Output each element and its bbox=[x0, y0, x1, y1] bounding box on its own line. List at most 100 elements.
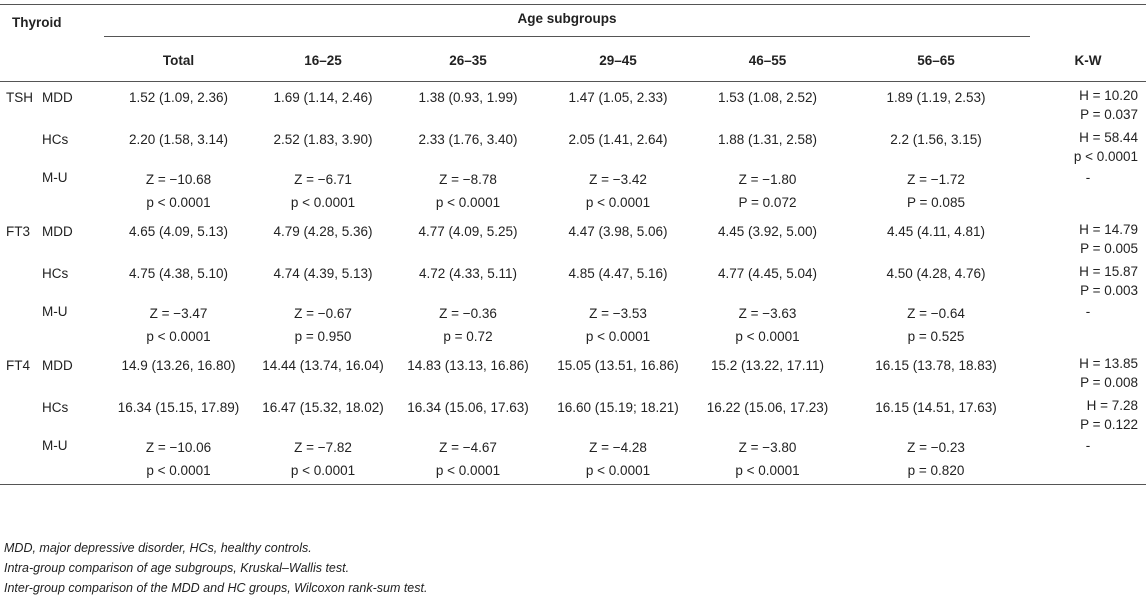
mu-cell: Z = −3.80 p < 0.0001 bbox=[693, 436, 842, 485]
mu-z: Z = −4.28 bbox=[589, 440, 647, 455]
mu-p: P = 0.085 bbox=[907, 195, 965, 210]
data-cell: 4.72 (4.33, 5.11) bbox=[418, 266, 518, 281]
kw-h: H = 10.20 bbox=[1079, 88, 1139, 103]
col-header: 29–45 bbox=[543, 39, 693, 82]
kw-h: H = 13.85 bbox=[1079, 356, 1139, 371]
kw-cell: H = 10.20 P = 0.037 bbox=[1030, 82, 1146, 125]
mu-p: p < 0.0001 bbox=[585, 195, 651, 210]
data-cell: 4.85 (4.47, 5.16) bbox=[568, 266, 668, 281]
mu-p: p < 0.0001 bbox=[290, 463, 356, 478]
group-label: M-U bbox=[42, 170, 68, 185]
data-cell: 2.05 (1.41, 2.64) bbox=[568, 132, 668, 147]
data-cell: 14.83 (13.13, 16.86) bbox=[407, 358, 529, 373]
data-cell: 16.22 (15.06, 17.23) bbox=[706, 400, 829, 415]
mu-z: Z = −4.67 bbox=[439, 440, 497, 455]
hormone-spacer bbox=[0, 124, 42, 168]
data-cell: 15.2 (13.22, 17.11) bbox=[710, 358, 825, 373]
table-row: FT4 MDD 14.9 (13.26, 16.80) 14.44 (13.74, 1… bbox=[0, 350, 1146, 392]
hormone-spacer bbox=[0, 168, 42, 216]
mu-cell: Z = −3.53 p < 0.0001 bbox=[543, 302, 693, 350]
mu-p: p = 0.525 bbox=[907, 329, 965, 344]
data-cell: 4.75 (4.38, 5.10) bbox=[128, 266, 229, 281]
data-cell: 4.77 (4.45, 5.04) bbox=[717, 266, 818, 281]
hormone-label: FT3 bbox=[6, 224, 31, 239]
mu-p: p < 0.0001 bbox=[435, 195, 501, 210]
group-label: HCs bbox=[42, 266, 69, 281]
kw-h: H = 58.44 bbox=[1079, 130, 1139, 145]
mu-z: Z = −7.82 bbox=[294, 440, 352, 455]
mu-cell: Z = −3.42 p < 0.0001 bbox=[543, 168, 693, 216]
group-label: M-U bbox=[42, 304, 68, 319]
kw-p: P = 0.005 bbox=[1080, 241, 1139, 256]
data-cell: 1.38 (0.93, 1.99) bbox=[418, 90, 518, 105]
data-cell: 4.45 (3.92, 5.00) bbox=[717, 224, 818, 239]
mu-z: Z = −3.42 bbox=[589, 172, 647, 187]
kw-cell: H = 7.28 P = 0.122 bbox=[1030, 392, 1146, 436]
mu-p: p < 0.0001 bbox=[435, 463, 501, 478]
kw-h: H = 15.87 bbox=[1079, 264, 1139, 279]
col-header: 16–25 bbox=[253, 39, 393, 82]
mu-z: Z = −3.47 bbox=[149, 306, 208, 321]
mu-z: Z = −1.72 bbox=[907, 172, 965, 187]
group-label: MDD bbox=[42, 358, 73, 373]
data-cell: 2.2 (1.56, 3.15) bbox=[890, 132, 982, 147]
data-cell: 16.15 (13.78, 18.83) bbox=[875, 358, 997, 373]
data-cell: 1.88 (1.31, 2.58) bbox=[717, 132, 818, 147]
kw-h: H = 14.79 bbox=[1079, 222, 1139, 237]
data-cell: 15.05 (13.51, 16.86) bbox=[557, 358, 679, 373]
mu-cell: Z = −3.63 p < 0.0001 bbox=[693, 302, 842, 350]
mu-cell: Z = −1.72 P = 0.085 bbox=[842, 168, 1030, 216]
data-cell: 4.79 (4.28, 5.36) bbox=[273, 224, 373, 239]
kw-cell: H = 15.87 P = 0.003 bbox=[1030, 258, 1146, 302]
mu-p: p < 0.0001 bbox=[290, 195, 356, 210]
data-cell: 4.45 (4.11, 4.81) bbox=[886, 224, 986, 239]
kw-p: P = 0.003 bbox=[1080, 283, 1139, 298]
note-line: Intra-group comparison of age subgroups,… bbox=[4, 561, 350, 575]
table-notes: MDD, major depressive disorder, HCs, hea… bbox=[4, 538, 427, 598]
mu-cell: Z = −7.82 p < 0.0001 bbox=[253, 436, 393, 485]
mu-z: Z = −0.64 bbox=[907, 306, 965, 321]
note-line: MDD, major depressive disorder, HCs, hea… bbox=[4, 541, 312, 555]
col-header: 26–35 bbox=[393, 39, 543, 82]
hormone-spacer bbox=[0, 436, 42, 485]
kw-cell: H = 14.79 P = 0.005 bbox=[1030, 216, 1146, 258]
mu-cell: Z = −0.64 p = 0.525 bbox=[842, 302, 1030, 350]
thyroid-age-table: Thyroid Age subgroups Total 16–25 26–35 … bbox=[0, 4, 1146, 485]
col-header-kw: K-W bbox=[1030, 39, 1146, 82]
header-thyroid: Thyroid bbox=[0, 4, 104, 40]
header-age-subgroups: Age subgroups bbox=[104, 7, 1031, 38]
kw-p: p < 0.0001 bbox=[1073, 149, 1139, 164]
mu-p: p < 0.0001 bbox=[146, 329, 211, 344]
mu-cell: Z = −3.47 p < 0.0001 bbox=[104, 302, 253, 350]
hormone-spacer bbox=[0, 302, 42, 350]
mu-p: p = 0.72 bbox=[443, 329, 493, 344]
kw-p: P = 0.122 bbox=[1080, 417, 1139, 432]
data-cell: 1.69 (1.14, 2.46) bbox=[273, 90, 373, 105]
mu-p: p < 0.0001 bbox=[585, 463, 651, 478]
group-label: MDD bbox=[42, 90, 73, 105]
data-cell: 16.34 (15.15, 17.89) bbox=[117, 400, 240, 415]
data-cell: 4.65 (4.09, 5.13) bbox=[128, 224, 229, 239]
mu-z: Z = −10.68 bbox=[145, 172, 212, 187]
mu-cell: Z = −4.28 p < 0.0001 bbox=[543, 436, 693, 485]
mu-z: Z = −10.06 bbox=[145, 440, 212, 455]
kw-h: H = 7.28 bbox=[1086, 398, 1139, 413]
group-label: HCs bbox=[42, 132, 69, 147]
data-cell: 4.50 (4.28, 4.76) bbox=[886, 266, 986, 281]
mu-cell: Z = −0.36 p = 0.72 bbox=[393, 302, 543, 350]
mu-p: p < 0.0001 bbox=[585, 329, 651, 344]
group-label: M-U bbox=[42, 436, 104, 485]
data-cell: 2.52 (1.83, 3.90) bbox=[273, 132, 373, 147]
data-cell: 4.47 (3.98, 5.06) bbox=[568, 224, 668, 239]
data-cell: 16.47 (15.32, 18.02) bbox=[262, 400, 384, 415]
table-row: FT3 MDD 4.65 (4.09, 5.13) 4.79 (4.28, 5.36)… bbox=[0, 216, 1146, 258]
kw-cell: - bbox=[1030, 436, 1146, 485]
col-header: 56–65 bbox=[842, 39, 1031, 82]
data-cell: 14.9 (13.26, 16.80) bbox=[121, 358, 236, 373]
table-row: HCs 2.20 (1.58, 3.14) 2.52 (1.83, 3.90) 2.3… bbox=[0, 124, 1146, 168]
hormone-spacer bbox=[0, 258, 42, 302]
mu-z: Z = −3.63 bbox=[738, 306, 797, 321]
kw-cell: H = 58.44 p < 0.0001 bbox=[1030, 124, 1146, 168]
mu-p: p = 0.820 bbox=[907, 463, 965, 478]
